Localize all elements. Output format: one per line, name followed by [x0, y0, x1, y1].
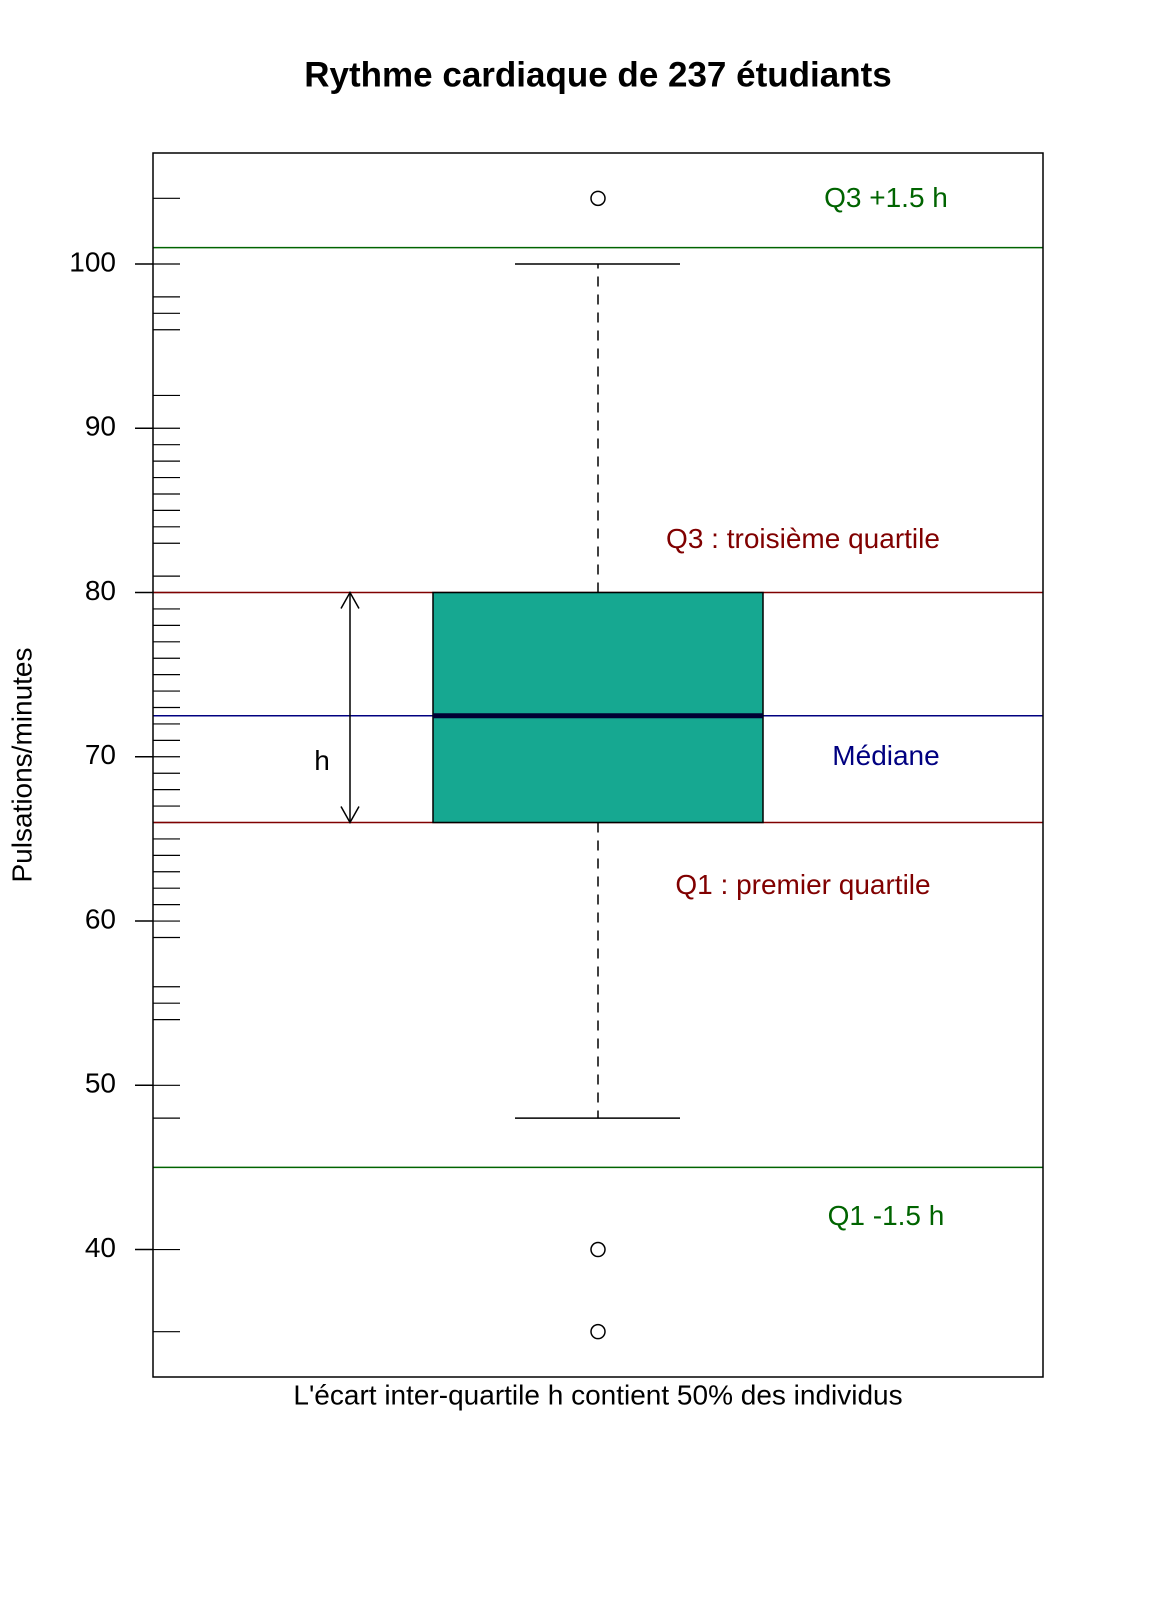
box — [432, 591, 764, 824]
arrow-head — [340, 591, 360, 825]
y-tick-label: 90 — [85, 411, 116, 442]
y-tick-label: 40 — [85, 1232, 116, 1263]
reference-label: Médiane — [832, 740, 939, 771]
outlier — [590, 1241, 606, 1258]
y-tick-label: 70 — [85, 739, 116, 770]
plot-frame — [152, 152, 1044, 1378]
y-tick-label: 50 — [85, 1068, 116, 1099]
y-tick-label: 100 — [69, 246, 116, 277]
reference-label: Q3 +1.5 h — [824, 182, 948, 213]
reference-label: Q1 -1.5 h — [828, 1200, 945, 1231]
chart-title: Rythme cardiaque de 237 étudiants — [304, 55, 891, 94]
y-axis-label: Pulsations/minutes — [6, 647, 37, 882]
y-tick-label: 60 — [85, 903, 116, 934]
reference-label: Q1 : premier quartile — [675, 869, 930, 900]
iqr-label: h — [314, 745, 330, 776]
reference-label: Q3 : troisième quartile — [666, 523, 940, 554]
x-axis-label: L'écart inter-quartile h contient 50% de… — [293, 1379, 902, 1410]
outlier — [590, 1323, 606, 1340]
outlier — [590, 190, 606, 207]
y-tick-label: 80 — [85, 575, 116, 606]
